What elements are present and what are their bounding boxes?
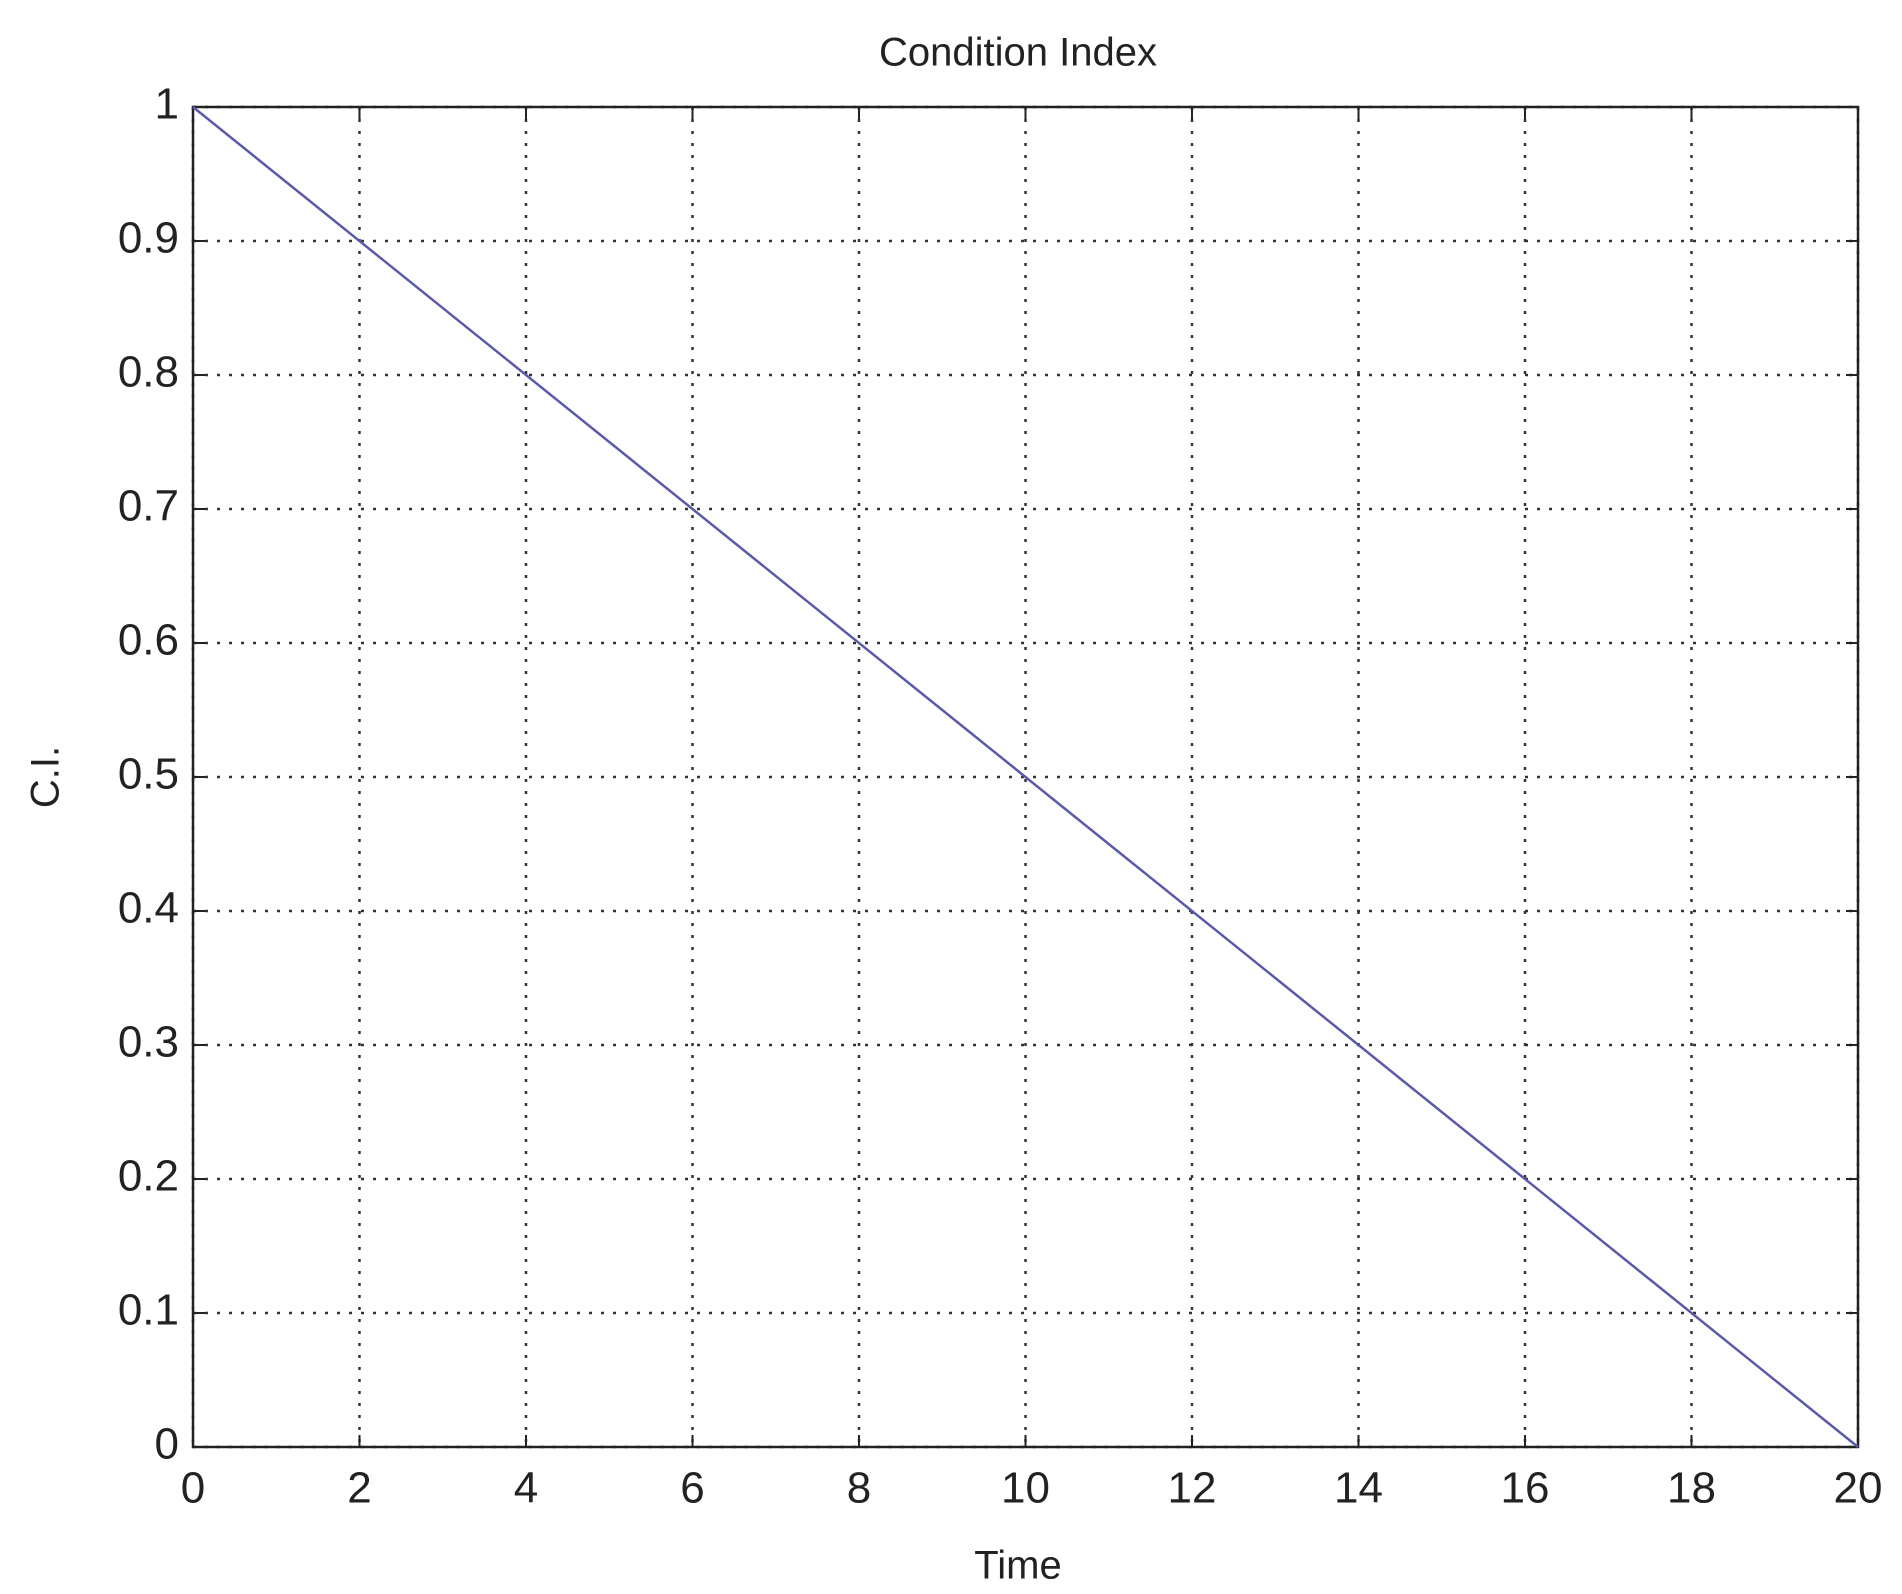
x-tick-label: 2 — [347, 1464, 371, 1513]
y-axis-label: C.I. — [24, 746, 68, 808]
x-tick-label: 20 — [1834, 1464, 1883, 1513]
x-tick-label: 6 — [680, 1464, 704, 1513]
x-tick-label: 4 — [514, 1464, 538, 1513]
x-tick-label: 18 — [1667, 1464, 1716, 1513]
x-tick-label: 12 — [1168, 1464, 1217, 1513]
x-tick-label: 0 — [181, 1464, 205, 1513]
x-tick-label: 16 — [1501, 1464, 1550, 1513]
plot-frame — [191, 105, 1860, 1449]
y-tick-label: 0.4 — [118, 884, 179, 933]
chart-title: Condition Index — [879, 31, 1157, 75]
y-tick-label: 0.5 — [118, 750, 179, 799]
data-line — [192, 106, 1859, 1448]
y-tick-label: 0.3 — [118, 1018, 179, 1067]
y-tick-label: 1 — [155, 80, 179, 129]
x-axis-label: Time — [974, 1544, 1061, 1588]
y-tick-label: 0.7 — [118, 482, 179, 531]
y-tick-label: 0.8 — [118, 348, 179, 397]
y-tick-label: 0.2 — [118, 1152, 179, 1201]
x-tick-label: 14 — [1334, 1464, 1383, 1513]
x-tick-label: 8 — [847, 1464, 871, 1513]
y-tick-label: 0 — [155, 1420, 179, 1469]
y-tick-label: 0.6 — [118, 616, 179, 665]
y-tick-label: 0.9 — [118, 214, 179, 263]
x-tick-label: 10 — [1001, 1464, 1050, 1513]
y-tick-label: 0.1 — [118, 1286, 179, 1335]
